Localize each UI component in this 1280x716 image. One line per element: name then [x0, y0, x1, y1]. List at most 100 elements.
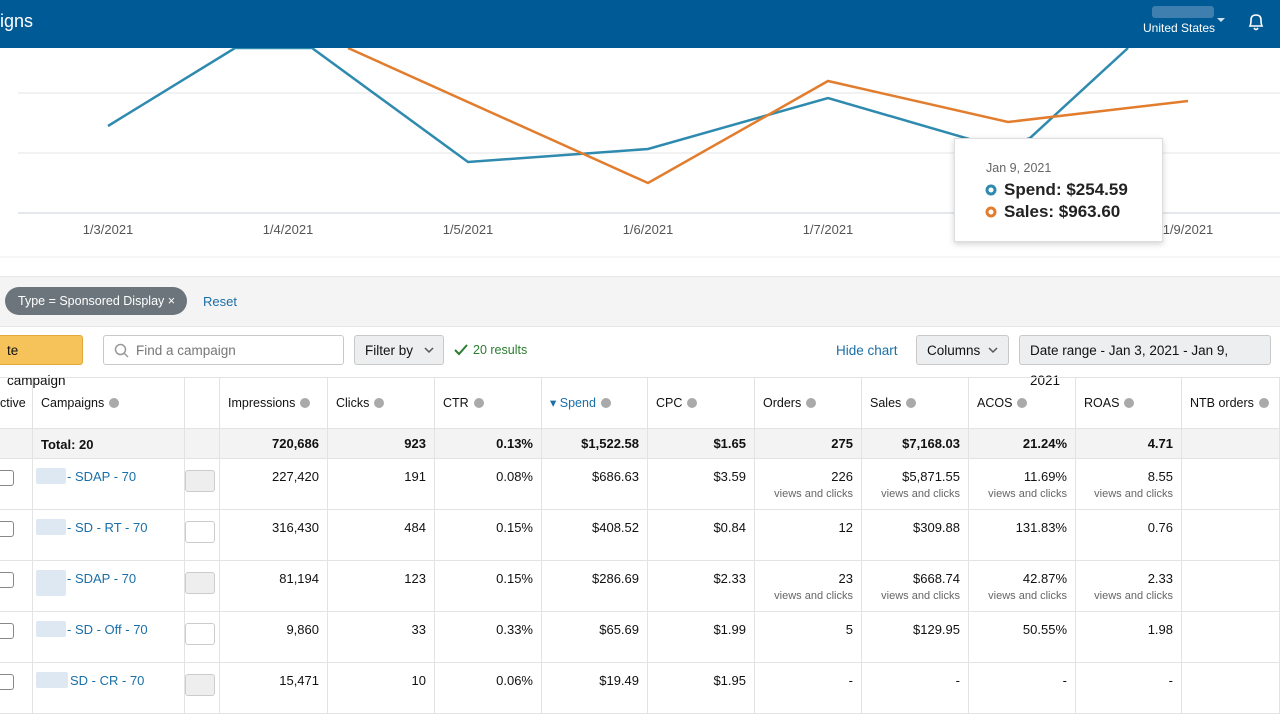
campaign-name[interactable]: SD - CR - 70 [70, 673, 145, 688]
row-value-cell: 1.98 [1076, 612, 1182, 663]
campaign-thumbnail-blurred [36, 519, 66, 535]
row-value: - [848, 673, 853, 688]
total-cell [185, 429, 220, 459]
column-header[interactable]: ▾ Spend [542, 378, 648, 429]
row-value-cell: 0.33% [435, 612, 542, 663]
info-icon[interactable] [1017, 398, 1028, 408]
info-icon[interactable] [806, 398, 817, 408]
row-value: 191 [404, 469, 426, 484]
value-note: views and clicks [774, 488, 853, 500]
row-checkbox[interactable] [0, 674, 14, 690]
row-cell [185, 561, 220, 612]
status-toggle[interactable] [185, 623, 215, 645]
column-header[interactable]: CTR [435, 378, 542, 429]
row-cell [185, 459, 220, 510]
notifications-bell[interactable] [1245, 11, 1267, 33]
row-cell [33, 561, 185, 612]
marketplace-selector[interactable]: United States [1143, 21, 1216, 35]
column-header[interactable]: Sales [862, 378, 969, 429]
campaign-name[interactable]: - SDAP - 70 [67, 571, 137, 586]
column-header[interactable]: ROAS [1076, 378, 1182, 429]
search-icon [114, 343, 129, 358]
campaign-thumbnail-blurred [36, 672, 68, 688]
row-value: 9,860 [286, 622, 319, 637]
row-value: $129.95 [913, 622, 960, 637]
column-header[interactable]: Campaigns [33, 378, 185, 429]
column-header[interactable]: ctive [0, 378, 33, 429]
x-axis-labels: 1/3/2021 1/4/2021 1/5/2021 1/6/2021 1/7/2021… [83, 222, 1214, 237]
column-header[interactable]: Impressions [220, 378, 328, 429]
x-axis-label: 1/4/2021 [263, 222, 314, 237]
status-toggle[interactable] [185, 470, 215, 492]
column-header[interactable]: NTB orders [1182, 378, 1280, 429]
filter-chip-label: Type = Sponsored Display [18, 294, 165, 308]
campaign-name[interactable]: - SD - Off - 70 [67, 622, 148, 637]
row-value-cell: 131.83% [969, 510, 1076, 561]
row-value-cell: 191 [328, 459, 435, 510]
campaign-name[interactable]: - SDAP - 70 [67, 469, 137, 484]
status-toggle[interactable] [185, 674, 215, 696]
row-value: 0.15% [496, 571, 533, 586]
column-title: Impressions [228, 396, 296, 410]
row-value: 123 [404, 571, 426, 586]
info-icon[interactable] [109, 398, 120, 408]
row-value: 2.33 [1147, 571, 1173, 586]
row-cell [185, 510, 220, 561]
results-count: 20 results [473, 343, 528, 357]
info-icon[interactable] [374, 398, 385, 408]
status-toggle[interactable] [185, 572, 215, 594]
row-value: 0.76 [1147, 520, 1173, 535]
column-title: NTB orders [1190, 396, 1254, 410]
row-value: 23 [838, 571, 853, 586]
info-icon[interactable] [300, 398, 311, 408]
account-name-blurred [1152, 6, 1214, 18]
row-checkbox[interactable] [0, 470, 14, 486]
search-input[interactable]: Find a campaign [103, 335, 344, 365]
column-header[interactable]: Clicks [328, 378, 435, 429]
row-value-cell: 316,430 [220, 510, 328, 561]
row-value: 0.15% [496, 520, 533, 535]
info-icon[interactable] [473, 398, 484, 408]
row-cell [33, 612, 185, 663]
hide-chart-link[interactable]: Hide chart [836, 343, 898, 358]
info-icon[interactable] [1258, 398, 1269, 408]
spend-marker [985, 184, 997, 196]
total-value: 0.13% [435, 429, 542, 459]
row-value-cell: 50.55% [969, 612, 1076, 663]
chart-tooltip: Jan 9, 2021 Spend: $254.59 Sales: $963.6… [954, 138, 1163, 242]
row-value: $1.99 [713, 622, 746, 637]
row-checkbox[interactable] [0, 623, 14, 639]
row-checkbox[interactable] [0, 521, 14, 537]
info-icon[interactable] [600, 398, 611, 408]
column-header[interactable]: ACOS [969, 378, 1076, 429]
row-value-cell: $309.88 [862, 510, 969, 561]
row-checkbox[interactable] [0, 572, 14, 588]
column-header[interactable]: CPC [648, 378, 755, 429]
create-campaign-button[interactable]: te campaign [0, 335, 83, 388]
tooltip-date: Jan 9, 2021 [986, 161, 1052, 175]
campaign-name[interactable]: - SD - RT - 70 [67, 520, 148, 535]
row-cell [0, 663, 33, 714]
reset-link[interactable]: Reset [203, 294, 237, 309]
columns-button[interactable]: Columns [916, 335, 1009, 365]
row-value: $686.63 [592, 469, 639, 484]
dropdown-caret [424, 347, 434, 354]
info-icon[interactable] [687, 398, 698, 408]
column-header[interactable]: Orders [755, 378, 862, 429]
info-icon[interactable] [906, 398, 917, 408]
campaign-table: ctive Campaigns Impressions Clicks CTR ▾ Spen… [0, 377, 1280, 716]
status-toggle[interactable] [185, 521, 215, 543]
date-range-button[interactable]: Date range - Jan 3, 2021 - Jan 9, 2021 [1019, 335, 1271, 388]
remove-filter[interactable]: × [167, 294, 175, 308]
row-value-cell: $286.69 [542, 561, 648, 612]
filter-chip[interactable]: Type = Sponsored Display × [5, 287, 187, 315]
row-cell [1182, 612, 1280, 663]
filter-by-button[interactable]: Filter by [354, 335, 444, 365]
row-value: $3.59 [713, 469, 746, 484]
column-title: Campaigns [41, 396, 105, 410]
campaign-thumbnail-blurred [36, 570, 66, 596]
row-value: $286.69 [592, 571, 639, 586]
row-value-cell: $1.95 [648, 663, 755, 714]
info-icon[interactable] [1124, 398, 1135, 408]
